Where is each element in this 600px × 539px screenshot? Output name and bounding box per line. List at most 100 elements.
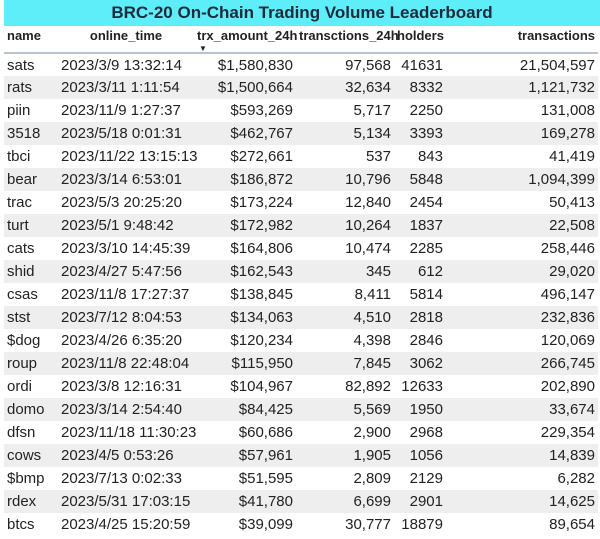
cell-transactions: 232,836 xyxy=(446,306,598,329)
cell-name: 3518 xyxy=(4,122,58,145)
cell-transactions-24h: 32,634 xyxy=(296,76,394,99)
cell-trx-amount-24h: $39,099 xyxy=(238,516,293,533)
cell-name: $dog xyxy=(7,332,41,349)
table-row[interactable]: domo 2023/3/14 2:54:40 $84,425 5,569 1950 33,… xyxy=(4,398,598,421)
cell-transactions-24h: 2,900 xyxy=(353,424,391,441)
cell-online-time: 2023/4/25 15:20:59 xyxy=(61,516,191,533)
table-row[interactable]: sats 2023/3/9 13:32:14 $1,580,830 97,568 416… xyxy=(4,53,598,76)
table-row[interactable]: bear 2023/3/14 6:53:01 $186,872 10,796 5848 1… xyxy=(4,168,598,191)
cell-holders: 3393 xyxy=(394,122,446,145)
cell-trx-amount-24h: $186,872 xyxy=(194,168,296,191)
cell-online-time: 2023/5/1 9:48:42 xyxy=(58,214,194,237)
table-row[interactable]: trac 2023/5/3 20:25:20 $173,224 12,840 2454 5… xyxy=(4,191,598,214)
cell-name: piin xyxy=(7,102,31,119)
col-header-name[interactable]: name xyxy=(4,27,58,54)
cell-holders: 2901 xyxy=(394,490,446,513)
cell-name: cows xyxy=(4,444,58,467)
cell-trx-amount-24h: $134,063 xyxy=(194,306,296,329)
cell-holders: 843 xyxy=(417,148,443,165)
cell-trx-amount-24h: $57,961 xyxy=(194,444,296,467)
table-row[interactable]: turt 2023/5/1 9:48:42 $172,982 10,264 1837 22… xyxy=(4,214,598,237)
cell-transactions-24h: 97,568 xyxy=(345,56,391,74)
cell-online-time: 2023/3/11 1:11:54 xyxy=(58,76,194,99)
cell-transactions: 41,419 xyxy=(549,148,595,165)
cell-online-time: 2023/3/14 6:53:01 xyxy=(58,168,194,191)
cell-name: $bmp xyxy=(7,470,45,487)
cell-trx-amount-24h: $60,686 xyxy=(238,424,293,441)
cell-holders: 2818 xyxy=(394,306,446,329)
table-row[interactable]: btcs 2023/4/25 15:20:59 $39,099 30,777 18879… xyxy=(4,513,598,536)
cell-transactions: 50,413 xyxy=(549,194,595,211)
table-row[interactable]: dfsn 2023/11/18 11:30:23 $60,686 2,900 2968 2… xyxy=(4,421,598,444)
cell-transactions-24h: 7,845 xyxy=(296,352,394,375)
cell-name: btcs xyxy=(7,516,35,533)
cell-trx-amount-24h: $593,269 xyxy=(230,102,293,119)
cell-trx-amount-24h: $173,224 xyxy=(230,194,293,211)
cell-transactions-24h: 8,411 xyxy=(354,286,391,303)
cell-holders: 2968 xyxy=(409,424,443,441)
cell-transactions: 33,674 xyxy=(446,398,598,421)
cell-transactions-24h: 30,777 xyxy=(345,516,391,533)
cell-transactions: 131,008 xyxy=(540,102,595,119)
cell-transactions: 229,354 xyxy=(540,424,595,441)
table-row[interactable]: tbci 2023/11/22 13:15:13 $272,661 537 843 41,… xyxy=(4,145,598,168)
cell-transactions-24h: 2,809 xyxy=(353,470,391,487)
cell-online-time: 2023/4/5 0:53:26 xyxy=(58,444,194,467)
cell-holders: 2129 xyxy=(409,470,443,487)
cell-holders: 2454 xyxy=(409,194,443,211)
cell-transactions: 258,446 xyxy=(540,240,595,257)
table-row[interactable]: 3518 2023/5/18 0:01:31 $462,767 5,134 3393 16… xyxy=(4,122,598,145)
cell-name: domo xyxy=(4,398,58,421)
cell-name: rats xyxy=(4,76,58,99)
cell-transactions-24h: 345 xyxy=(296,260,394,283)
col-header-holders[interactable]: holders xyxy=(394,27,446,54)
cell-trx-amount-24h: $172,982 xyxy=(194,214,296,237)
cell-online-time: 2023/7/13 0:02:33 xyxy=(61,470,182,487)
cell-holders: 5814 xyxy=(409,286,443,303)
cell-transactions: 1,094,399 xyxy=(446,168,598,191)
cell-transactions: 14,625 xyxy=(446,490,598,513)
cell-transactions-24h: 4,398 xyxy=(353,332,391,349)
table-row[interactable]: $dog 2023/4/26 6:35:20 $120,234 4,398 2846 12… xyxy=(4,329,598,352)
cell-trx-amount-24h: $1,580,830 xyxy=(217,56,293,74)
cell-name: stst xyxy=(4,306,58,329)
cell-name: dfsn xyxy=(7,424,36,441)
cell-name: roup xyxy=(4,352,58,375)
cell-holders: 41631 xyxy=(401,56,443,74)
table-row[interactable]: cats 2023/3/10 14:45:39 $164,806 10,474 2285… xyxy=(4,237,598,260)
leaderboard-table: name online_time trx_amount_24h ▼ transct… xyxy=(4,27,598,536)
cell-trx-amount-24h: $1,500,664 xyxy=(194,76,296,99)
col-header-trx-amount-24h[interactable]: trx_amount_24h ▼ xyxy=(194,27,297,54)
table-row[interactable]: $bmp 2023/7/13 0:02:33 $51,595 2,809 2129 6,2… xyxy=(4,467,598,490)
table-row[interactable]: rats 2023/3/11 1:11:54 $1,500,664 32,634 833… xyxy=(4,76,598,99)
cell-holders: 2285 xyxy=(409,240,443,257)
col-header-online-time[interactable]: online_time xyxy=(58,27,194,54)
cell-online-time: 2023/11/22 13:15:13 xyxy=(61,148,198,165)
cell-trx-amount-24h: $51,595 xyxy=(238,470,293,487)
table-row[interactable]: stst 2023/7/12 8:04:53 $134,063 4,510 2818 23… xyxy=(4,306,598,329)
table-row[interactable]: roup 2023/11/8 22:48:04 $115,950 7,845 3062 2… xyxy=(4,352,598,375)
cell-trx-amount-24h: $164,806 xyxy=(230,240,293,257)
cell-name: trac xyxy=(7,194,33,211)
table-row[interactable]: csas 2023/11/8 17:27:37 $138,845 8,411 5814 4… xyxy=(4,283,598,306)
col-header-transactions-24h[interactable]: transctions_24h xyxy=(296,27,399,54)
cell-transactions-24h: 1,905 xyxy=(296,444,394,467)
cell-holders: 612 xyxy=(394,260,446,283)
cell-trx-amount-24h: $115,950 xyxy=(194,352,296,375)
cell-online-time: 2023/11/9 1:27:37 xyxy=(61,102,181,119)
table-row[interactable]: ordi 2023/3/8 12:16:31 $104,967 82,892 12633… xyxy=(4,375,598,398)
cell-transactions-24h: 10,264 xyxy=(296,214,394,237)
col-header-transactions[interactable]: transactions xyxy=(446,27,598,54)
table-row[interactable]: cows 2023/4/5 0:53:26 $57,961 1,905 1056 14,8… xyxy=(4,444,598,467)
table-row[interactable]: rdex 2023/5/31 17:03:15 $41,780 6,699 2901 14… xyxy=(4,490,598,513)
cell-online-time: 2023/7/12 8:04:53 xyxy=(58,306,194,329)
cell-holders: 1837 xyxy=(394,214,446,237)
cell-holders: 12633 xyxy=(401,378,443,395)
table-row[interactable]: piin 2023/11/9 1:27:37 $593,269 5,717 2250 13… xyxy=(4,99,598,122)
cell-transactions: 29,020 xyxy=(446,260,598,283)
table-row[interactable]: shid 2023/4/27 5:47:56 $162,543 345 612 29,02… xyxy=(4,260,598,283)
cell-trx-amount-24h: $120,234 xyxy=(230,332,293,349)
cell-transactions: 6,282 xyxy=(557,470,595,487)
cell-online-time: 2023/5/18 0:01:31 xyxy=(58,122,194,145)
cell-transactions-24h: 4,510 xyxy=(296,306,394,329)
